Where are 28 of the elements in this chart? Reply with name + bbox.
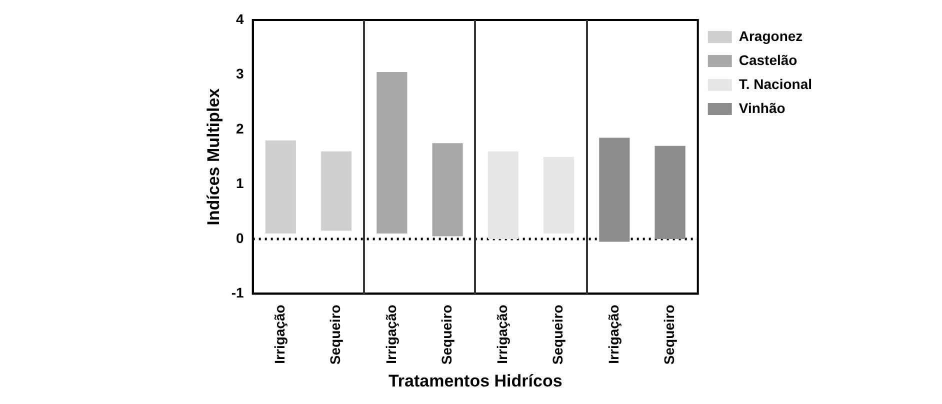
bar	[376, 72, 408, 234]
legend-label: Aragonez	[738, 28, 803, 44]
x-tick-label: Irrigação	[382, 304, 399, 364]
bar	[654, 146, 686, 239]
legend-label: Castelão	[738, 52, 798, 68]
legend-label: Vinhão	[738, 100, 786, 116]
y-tick-label: -1	[231, 284, 244, 301]
bar	[488, 151, 518, 239]
y-tick-label: 2	[236, 120, 244, 136]
x-tick-label: Sequeiro	[660, 304, 677, 365]
bar	[599, 138, 630, 242]
legend-label: T. Nacional	[738, 76, 812, 92]
bar	[265, 140, 296, 234]
x-tick-label: Irrigação	[605, 304, 622, 364]
bar	[432, 143, 463, 236]
y-tick-label: 0	[236, 230, 244, 246]
x-tick-label: Sequeiro	[438, 304, 454, 365]
y-tick-label: 4	[236, 10, 244, 27]
x-tick-label: Irrigação	[494, 304, 510, 364]
y-axis-title: Indíces Multiplex	[204, 88, 223, 226]
x-tick-label: Sequeiro	[550, 304, 566, 365]
x-tick-label: Sequeiro	[327, 304, 344, 365]
y-tick-label: 1	[236, 175, 244, 192]
x-tick-label: Irrigação	[272, 304, 288, 364]
bar	[544, 156, 574, 234]
y-tick-label: 3	[236, 66, 244, 82]
x-axis-title: Tratamentos Hidrícos	[388, 371, 562, 390]
bar	[320, 151, 352, 231]
